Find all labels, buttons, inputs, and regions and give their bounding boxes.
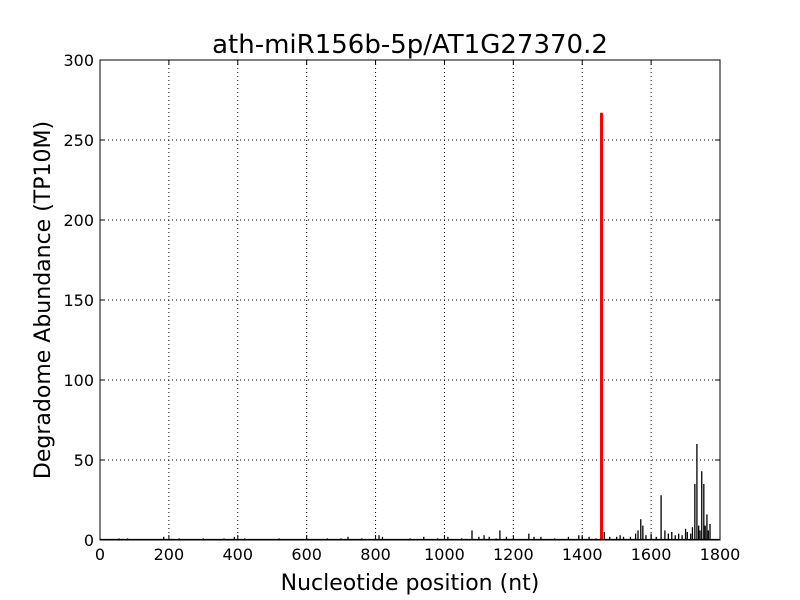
grid: [100, 60, 720, 540]
y-tick-label: 300: [63, 51, 94, 70]
y-tick-label: 200: [63, 211, 94, 230]
y-tick-label: 0: [84, 531, 94, 550]
y-tick-label: 100: [63, 371, 94, 390]
x-tick-label: 600: [291, 545, 322, 564]
x-tick-label: 1800: [700, 545, 741, 564]
x-tick-label: 1600: [631, 545, 672, 564]
x-axis-label: Nucleotide position (nt): [281, 571, 540, 596]
x-tick-label: 1000: [424, 545, 465, 564]
y-tick-label: 50: [74, 451, 94, 470]
y-axis-label: Degradome Abundance (TP10M): [31, 121, 56, 479]
y-tick-label: 250: [63, 131, 94, 150]
ticks: 0 200 400 600 800 1000 1200 1400 1600 1800 0 50 100 1…: [63, 51, 740, 564]
x-tick-label: 800: [360, 545, 391, 564]
x-tick-label: 1200: [493, 545, 534, 564]
x-tick-label: 200: [154, 545, 185, 564]
x-tick-label: 0: [95, 545, 105, 564]
chart-title: ath-miR156b-5p/AT1G27370.2: [212, 30, 608, 60]
x-tick-label: 400: [223, 545, 254, 564]
marks: [100, 112, 720, 541]
x-tick-label: 1400: [562, 545, 603, 564]
y-tick-label: 150: [63, 291, 94, 310]
